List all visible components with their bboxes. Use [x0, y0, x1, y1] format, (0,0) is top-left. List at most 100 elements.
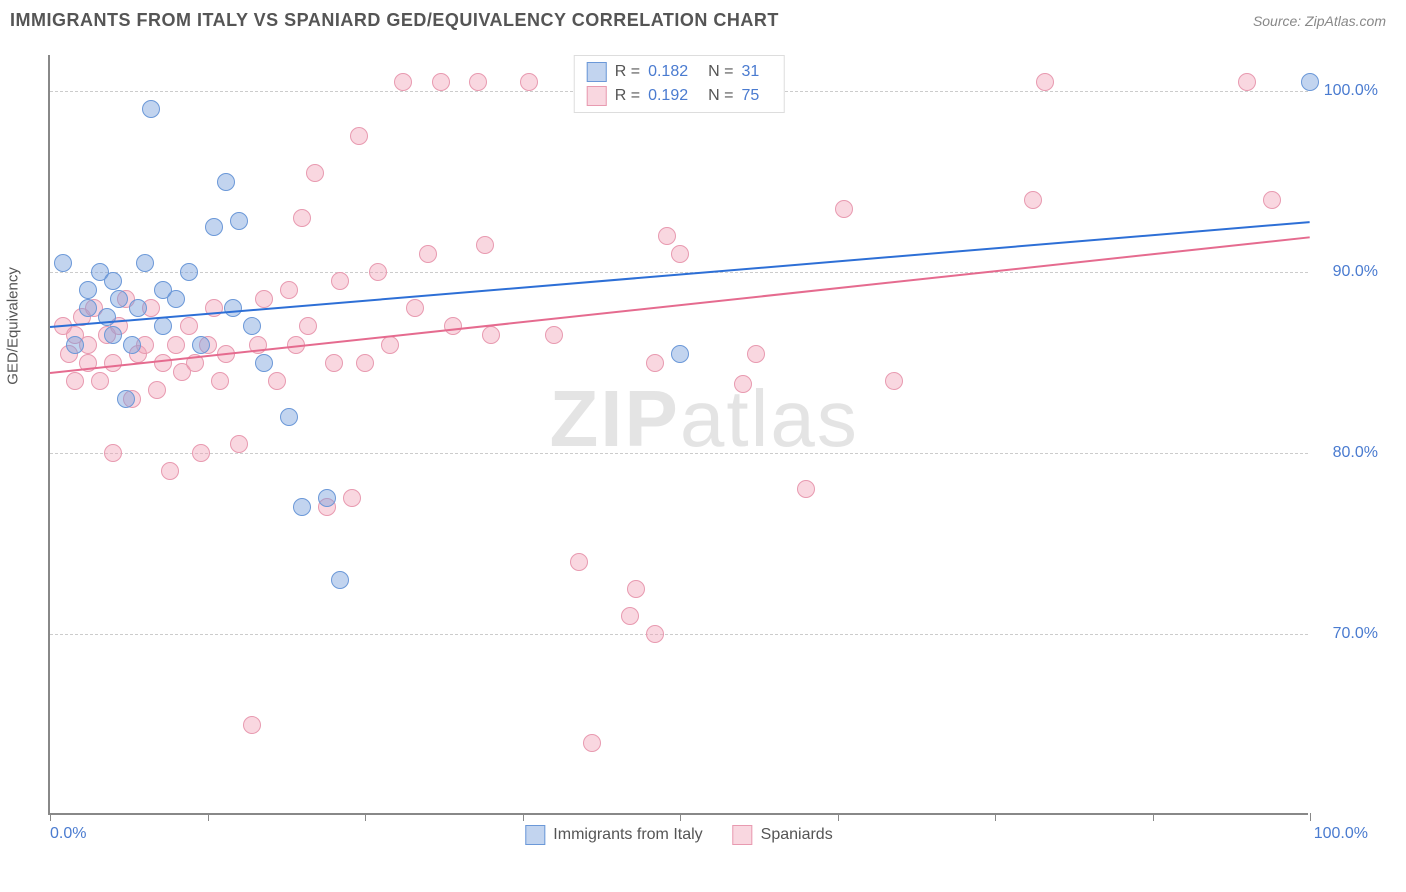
scatter-point: [192, 444, 210, 462]
scatter-point: [110, 290, 128, 308]
scatter-point: [1036, 73, 1054, 91]
scatter-point: [224, 299, 242, 317]
scatter-point: [406, 299, 424, 317]
y-tick-label: 80.0%: [1333, 444, 1378, 462]
scatter-point: [343, 489, 361, 507]
scatter-point: [299, 317, 317, 335]
scatter-point: [885, 372, 903, 390]
legend-label-italy: Immigrants from Italy: [553, 826, 702, 844]
y-tick-label: 90.0%: [1333, 263, 1378, 281]
scatter-point: [142, 100, 160, 118]
scatter-point: [797, 480, 815, 498]
legend-swatch-icon: [733, 825, 753, 845]
scatter-point: [356, 354, 374, 372]
scatter-point: [66, 372, 84, 390]
scatter-point: [211, 372, 229, 390]
scatter-point: [243, 716, 261, 734]
x-tick: [1153, 813, 1154, 821]
scatter-point: [318, 489, 336, 507]
scatter-point: [545, 326, 563, 344]
scatter-point: [646, 354, 664, 372]
x-tick: [995, 813, 996, 821]
scatter-point: [469, 73, 487, 91]
scatter-point: [570, 553, 588, 571]
scatter-point: [79, 281, 97, 299]
scatter-point: [280, 281, 298, 299]
legend-row-spaniards: R = 0.192 N = 75: [587, 84, 772, 108]
scatter-point: [104, 444, 122, 462]
scatter-point: [627, 580, 645, 598]
scatter-point: [280, 408, 298, 426]
scatter-point: [621, 607, 639, 625]
legend-label-spaniards: Spaniards: [761, 826, 833, 844]
scatter-point: [230, 435, 248, 453]
scatter-point: [129, 299, 147, 317]
scatter-point: [104, 354, 122, 372]
series-legend: Immigrants from Italy Spaniards: [525, 825, 832, 845]
scatter-point: [104, 272, 122, 290]
watermark: ZIPatlas: [549, 373, 858, 465]
x-tick: [208, 813, 209, 821]
scatter-point: [192, 336, 210, 354]
chart-title: IMMIGRANTS FROM ITALY VS SPANIARD GED/EQ…: [10, 10, 779, 31]
scatter-point: [104, 326, 122, 344]
scatter-point: [123, 336, 141, 354]
legend-r-italy: 0.182: [648, 63, 688, 81]
gridline: [50, 453, 1308, 454]
scatter-point: [734, 375, 752, 393]
legend-swatch-spaniards: [587, 86, 607, 106]
scatter-point: [350, 127, 368, 145]
scatter-point: [432, 73, 450, 91]
scatter-point: [325, 354, 343, 372]
scatter-point: [658, 227, 676, 245]
scatter-point: [394, 73, 412, 91]
correlation-legend: R = 0.182 N = 31 R = 0.192 N = 75: [574, 55, 785, 113]
scatter-point: [306, 164, 324, 182]
scatter-point: [217, 173, 235, 191]
y-tick-label: 70.0%: [1333, 625, 1378, 643]
x-axis-min-label: 0.0%: [50, 825, 86, 843]
scatter-point: [1263, 191, 1281, 209]
x-tick: [680, 813, 681, 821]
scatter-point: [381, 336, 399, 354]
scatter-point: [205, 218, 223, 236]
legend-n-italy: 31: [741, 63, 759, 81]
x-tick: [50, 813, 51, 821]
legend-r-spaniards: 0.192: [648, 87, 688, 105]
scatter-point: [482, 326, 500, 344]
legend-r-label: R =: [615, 87, 640, 105]
legend-item-spaniards: Spaniards: [733, 825, 833, 845]
scatter-point: [369, 263, 387, 281]
scatter-point: [1301, 73, 1319, 91]
scatter-point: [148, 381, 166, 399]
scatter-point: [91, 372, 109, 390]
scatter-point: [255, 290, 273, 308]
legend-swatch-icon: [525, 825, 545, 845]
legend-item-italy: Immigrants from Italy: [525, 825, 702, 845]
legend-n-spaniards: 75: [741, 87, 759, 105]
scatter-point: [167, 336, 185, 354]
scatter-point: [444, 317, 462, 335]
legend-row-italy: R = 0.182 N = 31: [587, 60, 772, 84]
scatter-point: [180, 263, 198, 281]
legend-r-label: R =: [615, 63, 640, 81]
scatter-point: [117, 390, 135, 408]
x-tick: [1310, 813, 1311, 821]
scatter-point: [161, 462, 179, 480]
scatter-point: [136, 254, 154, 272]
scatter-point: [293, 209, 311, 227]
x-axis-max-label: 100.0%: [1314, 825, 1368, 843]
legend-swatch-italy: [587, 62, 607, 82]
x-tick: [365, 813, 366, 821]
scatter-point: [476, 236, 494, 254]
scatter-point: [79, 299, 97, 317]
chart-area: GED/Equivalency R = 0.182 N = 31 R = 0.1…: [48, 55, 1308, 815]
scatter-point: [154, 354, 172, 372]
scatter-point: [671, 245, 689, 263]
x-tick: [523, 813, 524, 821]
scatter-point: [268, 372, 286, 390]
scatter-point: [1024, 191, 1042, 209]
plot-area: R = 0.182 N = 31 R = 0.192 N = 75 ZIPatl…: [48, 55, 1308, 815]
scatter-point: [583, 734, 601, 752]
scatter-point: [646, 625, 664, 643]
